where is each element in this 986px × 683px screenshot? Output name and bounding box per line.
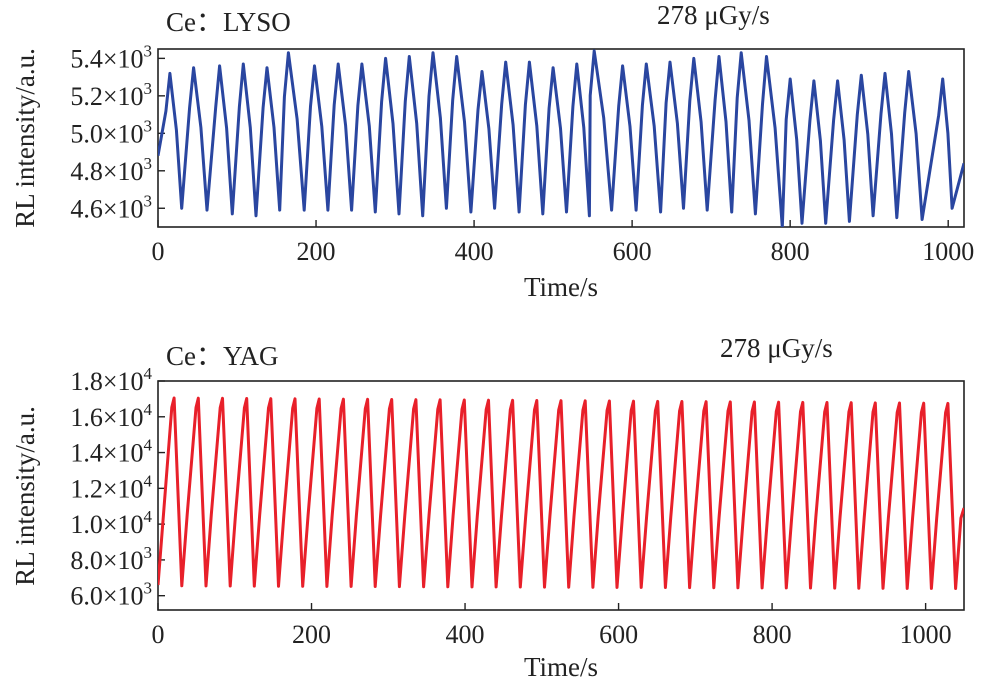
lyso-x-tick-label: 400 xyxy=(455,237,494,266)
yag-y-tick-label: 1.0×104 xyxy=(70,507,152,539)
lyso-x-tick-label: 600 xyxy=(613,237,652,266)
yag-x-axis-label: Time/s xyxy=(524,652,598,682)
yag-y-tick-label: 8.0×103 xyxy=(70,543,152,575)
yag-y-tick-label: 1.2×104 xyxy=(70,471,152,503)
chart-yag: Ce：YAG 278 μGy/s 0 200 400 600 800 1000 6.0×1… xyxy=(10,333,965,682)
lyso-y-ticks: 4.6×103 4.8×103 5.0×103 5.2×103 5.4×103 xyxy=(70,41,165,223)
yag-panel-label: Ce：YAG xyxy=(166,341,279,371)
lyso-x-tick-label: 800 xyxy=(771,237,810,266)
yag-series-line xyxy=(158,396,964,590)
lyso-plot-frame xyxy=(157,48,965,228)
yag-y-tick-label: 1.6×104 xyxy=(70,400,152,432)
yag-y-tick-label: 1.4×104 xyxy=(70,436,152,468)
yag-y-tick-label: 1.8×104 xyxy=(70,364,152,396)
yag-x-tick-label: 1000 xyxy=(900,620,952,649)
yag-y-tick-label: 6.0×103 xyxy=(70,579,152,611)
yag-x-tick-label: 0 xyxy=(152,620,165,649)
lyso-y-tick-label: 4.8×103 xyxy=(70,154,152,186)
lyso-y-axis-label: RL intensity/a.u. xyxy=(10,48,40,228)
lyso-x-tick-label: 0 xyxy=(152,237,165,266)
yag-x-ticks: 0 200 400 600 800 1000 xyxy=(152,603,952,649)
lyso-series-line xyxy=(158,49,964,227)
lyso-y-tick-label: 5.2×103 xyxy=(70,79,152,111)
lyso-x-tick-label: 1000 xyxy=(922,237,974,266)
yag-x-tick-label: 800 xyxy=(753,620,792,649)
chart-lyso: Ce：LYSO 278 μGy/s 0 200 400 600 800 1000 4.6×… xyxy=(10,0,974,302)
yag-x-tick-label: 200 xyxy=(292,620,331,649)
lyso-dose-rate-label: 278 μGy/s xyxy=(657,0,770,30)
lyso-y-tick-label: 5.4×103 xyxy=(70,41,152,73)
yag-x-tick-label: 600 xyxy=(599,620,638,649)
yag-y-axis-label: RL intensity/a.u. xyxy=(10,406,40,586)
yag-plot-frame xyxy=(157,380,965,611)
yag-x-tick-label: 400 xyxy=(446,620,485,649)
lyso-x-tick-label: 200 xyxy=(297,237,336,266)
lyso-panel-label: Ce：LYSO xyxy=(166,7,291,37)
lyso-y-tick-label: 4.6×103 xyxy=(70,191,152,223)
lyso-x-ticks: 0 200 400 600 800 1000 xyxy=(152,220,974,266)
yag-dose-rate-label: 278 μGy/s xyxy=(720,333,833,363)
lyso-y-tick-label: 5.0×103 xyxy=(70,116,152,148)
lyso-x-axis-label: Time/s xyxy=(524,272,598,302)
